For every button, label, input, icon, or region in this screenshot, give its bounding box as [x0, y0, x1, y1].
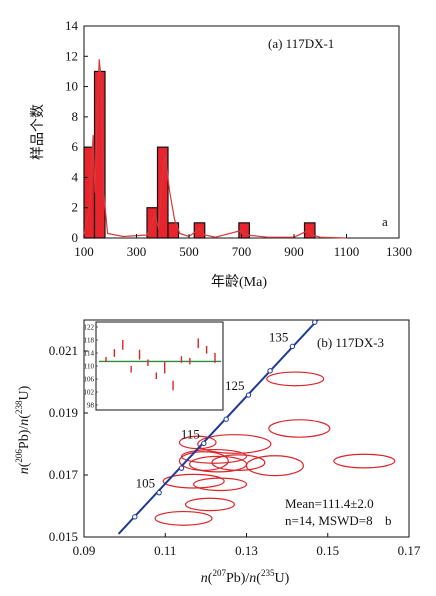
histogram-bar-3	[156, 146, 169, 239]
error-ellipse-10	[162, 473, 225, 489]
inset-error-bars	[105, 338, 216, 391]
concordia-age-labels: 105 115 125 135	[136, 329, 289, 490]
histogram-bar-5	[193, 222, 206, 239]
concordia-marker-6	[267, 368, 273, 374]
stats-mean: Mean=111.4±2.0	[285, 496, 374, 511]
error-ellipse-3	[197, 434, 272, 454]
panel-a-xlabel: 年龄(Ma)	[211, 274, 267, 290]
b-x-tick-label-4: 0.17	[398, 543, 421, 558]
x-tick-label-4: 900	[284, 244, 304, 259]
panel-a-y-ticks: 0 2 4 6 8 10 12 14	[65, 18, 88, 245]
concordia-marker-3	[201, 440, 207, 447]
panel-a-frame	[83, 25, 400, 239]
concordia-age-label-2: 125	[225, 378, 245, 393]
error-ellipse-0	[266, 371, 325, 387]
b-x-tick-label-0: 0.09	[73, 543, 96, 558]
b-y-tick-label-3: 0.021	[49, 343, 78, 358]
b-y-tick-label-1: 0.017	[49, 467, 79, 482]
x-tick-label-6: 1300	[386, 244, 412, 259]
concordia-marker-7	[289, 343, 296, 350]
y-tick-label-2: 4	[72, 169, 79, 184]
inset-y-ticks: 122 118 114 110 106 102 98	[84, 324, 98, 410]
inset-y-tick-label-0: 122	[84, 324, 95, 332]
b-x-tick-label-2: 0.13	[235, 543, 258, 558]
x-tick-label-1: 300	[127, 244, 147, 259]
x-tick-label-3: 700	[232, 244, 252, 259]
x-tick-label-0: 100	[74, 244, 94, 259]
b-x-tick-label-3: 0.15	[316, 543, 339, 558]
panel-b-label: b	[385, 513, 392, 528]
error-ellipse-8	[189, 455, 248, 473]
error-ellipse-4	[245, 455, 304, 477]
error-ellipse-13	[154, 510, 213, 526]
inset-y-tick-label-3: 110	[84, 363, 95, 371]
error-ellipse-1	[268, 419, 331, 438]
probability-curve	[83, 59, 347, 239]
error-ellipse-6	[180, 448, 248, 464]
inset-y-tick-label-4: 106	[84, 376, 95, 384]
concordia-marker-0	[132, 514, 138, 520]
concordia-age-label-0: 105	[136, 476, 156, 491]
y-tick-label-0: 0	[72, 230, 79, 245]
stats-n-mswd: n=14, MSWD=8	[285, 513, 373, 528]
b-y-tick-label-2: 0.019	[49, 405, 78, 420]
inset-y-tick-label-1: 118	[84, 337, 95, 345]
concordia-age-label-1: 115	[181, 426, 200, 441]
inset-y-tick-label-2: 114	[84, 350, 95, 358]
b-y-tick-label-0: 0.015	[49, 529, 78, 544]
error-ellipse-9	[211, 454, 266, 471]
y-tick-label-5: 10	[65, 79, 78, 94]
inset-y-tick-label-5: 102	[84, 389, 95, 397]
panel-b-y-ticks: 0.015 0.017 0.019 0.021	[49, 343, 88, 544]
panel-b-x-ticks: 0.09 0.11 0.13 0.15 0.17	[73, 533, 421, 558]
panel-b-annotation: (b) 117DX-3	[317, 335, 384, 350]
histogram-bar-7	[303, 222, 316, 239]
histogram-bar-6	[238, 222, 250, 239]
concordia-markers	[132, 319, 318, 520]
panel-a-x-ticks: 100 300 500 700 900 1100 1300	[74, 234, 412, 259]
inset-frame	[95, 321, 224, 411]
concordia-line	[117, 320, 319, 535]
y-tick-label-6: 12	[65, 48, 78, 63]
concordia-marker-8	[312, 319, 318, 325]
concordia-marker-1	[156, 489, 162, 496]
error-ellipse-2	[333, 453, 396, 469]
panel-b-xlabel: n(207Pb)/n(235U)	[201, 568, 290, 586]
y-tick-label-1: 2	[72, 200, 79, 215]
y-tick-label-3: 6	[72, 139, 79, 154]
histogram-bar-1	[93, 70, 106, 239]
panel-a: 100 300 500 700 900 1100 1300 0 2 4 6 8 10 12 14 (a) …	[30, 18, 412, 290]
inset-weighted-mean: 122 118 114 110 106 102 98	[84, 321, 224, 411]
inset-y-tick-label-6: 98	[87, 402, 95, 410]
error-ellipse-11	[193, 477, 248, 492]
concordia-marker-5	[245, 392, 252, 398]
panel-a-label: a	[382, 214, 388, 229]
concordia-age-label-3: 135	[269, 329, 289, 344]
error-ellipses	[154, 371, 396, 526]
histogram-bars	[83, 70, 316, 239]
error-ellipse-12	[184, 497, 235, 512]
concordia-marker-2	[178, 465, 185, 471]
y-tick-label-7: 14	[65, 18, 79, 33]
panel-a-annotation: (a) 117DX-1	[268, 36, 334, 51]
y-tick-label-4: 8	[72, 109, 79, 124]
panel-a-ylabel: 样品个数	[30, 104, 46, 160]
concordia-marker-4	[223, 416, 229, 422]
x-tick-label-5: 1100	[334, 244, 360, 259]
x-tick-label-2: 500	[179, 244, 199, 259]
panel-b-ylabel: n(206Pb)/n(238U)	[14, 385, 32, 474]
b-x-tick-label-1: 0.11	[154, 543, 176, 558]
